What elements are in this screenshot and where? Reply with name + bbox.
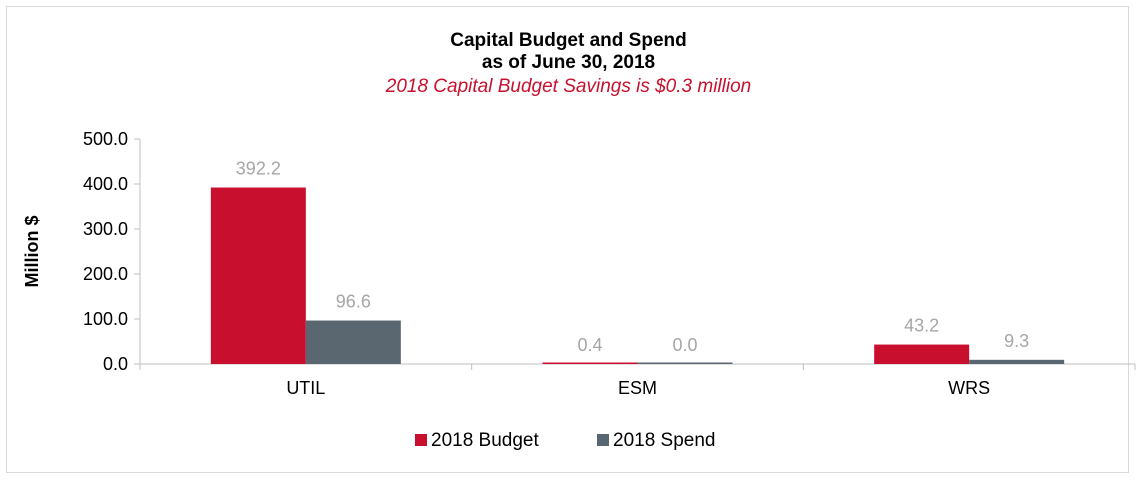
bar-2018-spend-esm [637,362,733,364]
data-label: 9.3 [1004,331,1029,351]
bar-2018-budget-wrs [874,344,970,364]
y-tick-label: 500.0 [83,129,128,149]
legend-swatch [415,434,427,446]
bar-2018-budget-esm [542,362,638,364]
chart-subtitle: 2018 Capital Budget Savings is $0.3 mill… [385,76,752,97]
chart-title-line-2: as of June 30, 2018 [481,52,656,73]
legend-swatch [597,434,609,446]
x-tick-label: UTIL [286,378,325,398]
bar-2018-spend-util [305,320,401,364]
data-label: 96.6 [336,292,371,312]
bar-2018-budget-util [210,187,306,364]
legend-label: 2018 Spend [613,430,716,451]
y-tick-label: 400.0 [83,174,128,194]
x-tick-label: WRS [948,378,990,398]
data-label: 0.0 [672,335,697,355]
y-tick-label: 0.0 [103,354,128,374]
data-label: 43.2 [904,316,939,336]
y-tick-label: 200.0 [83,264,128,284]
data-label: 392.2 [236,159,281,179]
legend-label: 2018 Budget [431,430,539,451]
y-tick-label: 100.0 [83,309,128,329]
data-label: 0.4 [577,335,602,355]
chart-title: Capital Budget and Spend [450,30,687,51]
y-tick-label: 300.0 [83,219,128,239]
chart-frame [6,6,1129,473]
bar-2018-spend-wrs [969,359,1065,364]
y-axis-title: Million $ [22,216,42,288]
x-tick-label: ESM [618,378,657,398]
